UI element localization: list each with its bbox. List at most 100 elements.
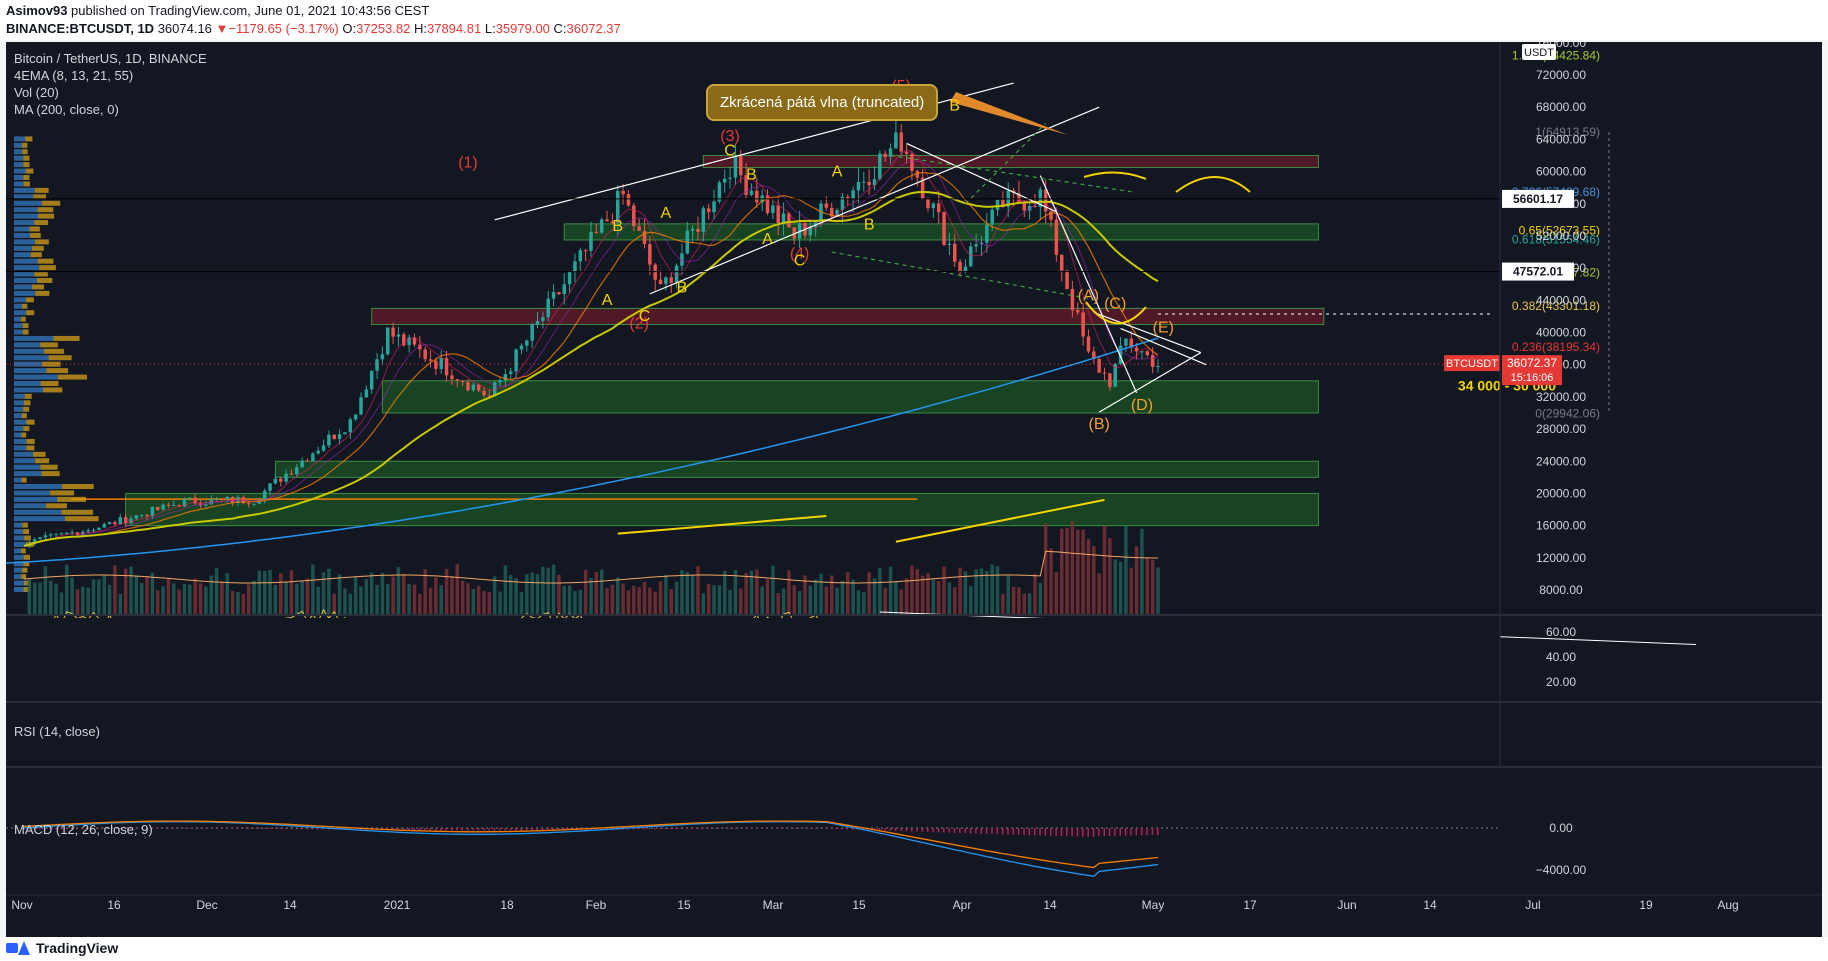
macd-histogram-bar	[932, 828, 934, 833]
macd-histogram-bar	[311, 828, 314, 830]
candle	[107, 522, 112, 525]
candle	[246, 503, 251, 505]
macd-histogram-bar	[140, 828, 143, 829]
candle	[129, 518, 133, 524]
candle	[936, 203, 941, 213]
candle	[824, 203, 829, 208]
macd-histogram-bar	[1108, 828, 1111, 836]
support-zone-52k	[563, 223, 1319, 241]
volume-bar	[546, 567, 550, 614]
volume-bar	[246, 584, 251, 614]
price-tick-label: 16000.00	[1536, 519, 1586, 533]
tradingview-logo[interactable]: TradingView	[6, 940, 118, 956]
volume-profile-bar	[31, 245, 44, 251]
author[interactable]: Asimov93	[6, 3, 68, 18]
volume-profile-bar	[14, 451, 33, 457]
volume-bar	[1049, 548, 1053, 614]
wave-label-yellow: A	[762, 231, 773, 248]
volume-profile-bar	[38, 213, 55, 219]
triangle-upper-line	[1093, 311, 1202, 354]
candle	[915, 170, 920, 178]
candle	[653, 264, 657, 280]
volume-profile-bar	[14, 175, 24, 180]
candle	[316, 450, 320, 454]
candle	[1049, 211, 1053, 220]
macd-histogram-bar	[707, 828, 710, 829]
volume-bar	[439, 585, 443, 614]
wave-label-red: (1)	[458, 155, 478, 172]
candle	[412, 337, 417, 345]
volume-profile-bar	[21, 432, 27, 438]
wave-label-yellow: B	[746, 167, 757, 184]
volume-bar	[776, 592, 780, 614]
macd-histogram-bar	[996, 828, 999, 835]
candle	[460, 380, 465, 383]
macd-histogram-bar	[23, 828, 25, 830]
candle	[690, 228, 695, 231]
macd-histogram-bar	[269, 828, 271, 830]
volume-bar	[91, 579, 96, 614]
volume-profile-bar	[33, 194, 47, 200]
macd-histogram-bar	[515, 828, 517, 831]
volume-bar	[471, 589, 476, 614]
candle	[664, 277, 668, 284]
macd-histogram-bar	[541, 828, 544, 831]
wave-label-red: (3)	[720, 128, 740, 145]
candle	[498, 380, 502, 383]
macd-histogram-bar	[87, 828, 89, 829]
time-tick-label: May	[1142, 898, 1165, 912]
macd-histogram-bar	[188, 828, 191, 829]
volume-profile-bar	[14, 252, 31, 258]
candle	[1081, 312, 1085, 337]
volume-profile-bar	[26, 438, 35, 444]
volume-profile-bar	[46, 368, 69, 374]
chart-area[interactable]: 1.272(74425.84)1(64913.59)0.786(57429.68…	[6, 42, 1822, 937]
macd-histogram-bar	[483, 828, 485, 831]
macd-histogram-bar	[76, 828, 78, 830]
volume-profile-bar	[40, 342, 58, 348]
volume-bar	[177, 589, 181, 614]
volume-bar	[942, 566, 946, 614]
macd-histogram-bar	[424, 828, 426, 831]
rsi-label[interactable]: RSI (14, close)	[14, 724, 100, 739]
macd-histogram-bar	[1146, 828, 1148, 836]
macd-histogram-bar	[739, 828, 742, 829]
volume-profile-bar	[24, 393, 32, 399]
candle	[204, 504, 208, 506]
price-tick-label: 12000.00	[1536, 551, 1586, 565]
legend-ma[interactable]: MA (200, close, 0)	[14, 102, 119, 117]
price-chart[interactable]: 1.272(74425.84)1(64913.59)0.786(57429.68…	[6, 42, 1822, 937]
candle	[343, 432, 347, 435]
volume-bar	[118, 593, 123, 614]
macd-histogram-bar	[71, 828, 73, 830]
candle	[658, 279, 663, 284]
candle	[273, 478, 278, 484]
candle	[54, 533, 58, 535]
fib-level-label: 0.236(38195.34)	[1512, 340, 1600, 354]
macd-histogram-bar	[670, 828, 672, 830]
volume-profile-bar	[34, 271, 48, 277]
price-change: −1179.65 (−3.17%)	[228, 21, 339, 36]
macd-histogram-bar	[793, 828, 795, 829]
macd-histogram-bar	[418, 828, 421, 831]
candle	[1113, 363, 1117, 387]
volume-profile-bar	[14, 142, 23, 148]
volume-profile-bar	[23, 426, 30, 432]
volume-bar	[530, 572, 534, 614]
price-tick-label: 24000.00	[1536, 454, 1586, 468]
volume-profile-bar	[61, 484, 94, 489]
candle	[883, 153, 887, 157]
volume-bar	[696, 566, 700, 614]
macd-histogram-bar	[129, 828, 132, 829]
volume-profile-bar	[21, 574, 27, 580]
macd-histogram-bar	[509, 828, 512, 831]
volume-bar	[931, 579, 936, 614]
candle	[1129, 338, 1133, 348]
macd-label[interactable]: MACD (12, 26, close, 9)	[14, 822, 153, 837]
volume-bar	[728, 589, 732, 614]
legend-ema[interactable]: 4EMA (8, 13, 21, 55)	[14, 68, 134, 83]
volume-profile-bar	[14, 484, 62, 489]
macd-histogram-bar	[713, 828, 715, 829]
volume-bar	[744, 572, 748, 614]
legend-vol[interactable]: Vol (20)	[14, 85, 59, 100]
